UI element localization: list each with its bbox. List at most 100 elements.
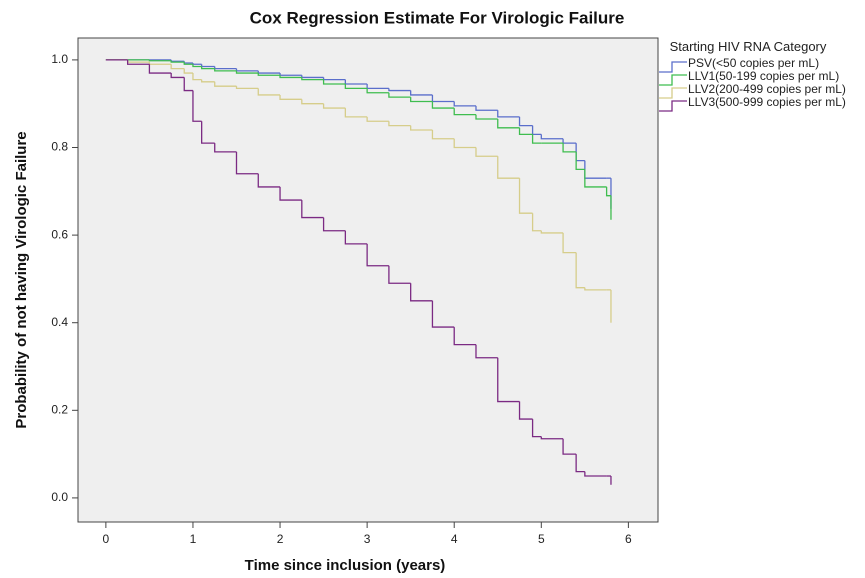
x-tick-label: 1 xyxy=(190,532,197,546)
step-segment xyxy=(540,230,564,234)
legend-title: Starting HIV RNA Category xyxy=(669,39,827,54)
step-segment xyxy=(301,99,324,105)
step-segment xyxy=(562,232,577,254)
step-segment xyxy=(148,59,172,62)
legend-icon xyxy=(659,100,687,112)
step-segment xyxy=(388,265,411,284)
step-segment xyxy=(388,92,411,98)
step-segment xyxy=(344,230,368,245)
step-segment xyxy=(575,454,585,473)
x-tick-label: 5 xyxy=(538,532,545,546)
legend-swatch xyxy=(659,74,687,86)
step-segment xyxy=(431,101,455,109)
y-axis-title: Probability of not having Virologic Fail… xyxy=(13,131,30,428)
y-tick-label: 0.0 xyxy=(51,490,68,504)
step-segment xyxy=(453,101,476,107)
chart-title: Cox Regression Estimate For Virologic Fa… xyxy=(250,8,625,27)
step-segment xyxy=(235,151,259,175)
step-segment xyxy=(475,344,498,359)
step-segment xyxy=(431,300,455,328)
step-segment xyxy=(531,134,542,144)
x-axis-title: Time since inclusion (years) xyxy=(245,557,446,574)
step-segment xyxy=(410,97,433,103)
step-segment xyxy=(170,73,185,79)
step-segment xyxy=(366,243,389,267)
y-tick-label: 0.6 xyxy=(51,227,68,241)
step-segment xyxy=(235,70,259,74)
step-segment xyxy=(279,186,302,201)
step-segment xyxy=(531,213,542,232)
step-segment xyxy=(431,129,455,140)
step-segment xyxy=(453,327,476,346)
step-segment xyxy=(201,121,215,144)
step-segment xyxy=(584,169,607,188)
step-segment xyxy=(366,88,389,94)
step-segment xyxy=(584,471,607,477)
step-segment xyxy=(475,105,498,111)
x-tick-label: 6 xyxy=(625,532,632,546)
step-segment xyxy=(279,94,302,100)
series-line xyxy=(105,59,612,323)
step-segment xyxy=(475,114,498,120)
x-tick-label: 2 xyxy=(277,532,284,546)
step-segment xyxy=(344,108,368,118)
step-segment xyxy=(192,64,202,68)
y-tick-label: 0.2 xyxy=(51,402,68,416)
step-segment xyxy=(453,108,476,116)
step-segment xyxy=(584,287,607,291)
legend-label: LLV3(500-999 copies per mL) xyxy=(688,95,846,109)
legend-entry: PSV(<50 copies per mL) xyxy=(658,57,858,73)
step-segment xyxy=(279,75,302,79)
legend-icon xyxy=(659,61,687,73)
legend-label: LLV2(200-499 copies per mL) xyxy=(688,82,846,96)
step-segment xyxy=(214,66,237,70)
step-segment xyxy=(214,81,237,87)
step-segment xyxy=(214,68,237,72)
step-segment xyxy=(322,217,346,232)
legend-label: LLV1(50-199 copies per mL) xyxy=(688,69,840,83)
step-segment xyxy=(475,147,498,157)
step-segment xyxy=(497,119,520,129)
step-segment xyxy=(201,66,215,70)
step-segment xyxy=(257,73,281,76)
step-segment xyxy=(257,173,281,188)
step-segment xyxy=(453,138,476,149)
legend: Starting HIV RNA Category PSV(<50 copies… xyxy=(658,39,865,112)
step-segment xyxy=(344,83,368,90)
step-segment xyxy=(301,200,324,219)
step-segment xyxy=(518,127,533,136)
legend-entry: LLV1(50-199 copies per mL) xyxy=(658,69,858,86)
plot-area xyxy=(77,37,659,523)
step-segment xyxy=(531,419,542,438)
legend-entry: LLV2(200-499 copies per mL) xyxy=(658,82,858,99)
legend-entry: LLV3(500-999 copies per mL) xyxy=(658,95,858,112)
step-segment xyxy=(540,436,564,440)
step-segment xyxy=(301,77,324,81)
step-segment xyxy=(575,151,585,171)
step-segment xyxy=(148,64,172,74)
y-tick-label: 0.8 xyxy=(51,140,68,154)
step-segment xyxy=(518,401,533,420)
x-tick-label: 0 xyxy=(103,532,110,546)
legend-icon xyxy=(659,74,687,86)
step-segment xyxy=(301,75,324,79)
step-segment xyxy=(170,64,185,70)
step-segment xyxy=(322,103,346,109)
legend-swatch xyxy=(659,100,687,112)
step-segment xyxy=(257,88,281,96)
step-segment xyxy=(497,156,520,179)
step-segment xyxy=(183,77,193,92)
step-segment xyxy=(388,121,411,127)
step-segment xyxy=(192,73,202,81)
step-segment xyxy=(605,186,611,197)
y-tick-label: 0.4 xyxy=(51,315,68,329)
step-segment xyxy=(562,438,577,455)
y-tick-label: 1.0 xyxy=(51,52,68,66)
step-segment xyxy=(575,252,585,289)
step-segment xyxy=(235,86,259,90)
step-segment xyxy=(518,116,533,127)
legend-swatch xyxy=(659,87,687,99)
step-segment xyxy=(410,90,433,96)
